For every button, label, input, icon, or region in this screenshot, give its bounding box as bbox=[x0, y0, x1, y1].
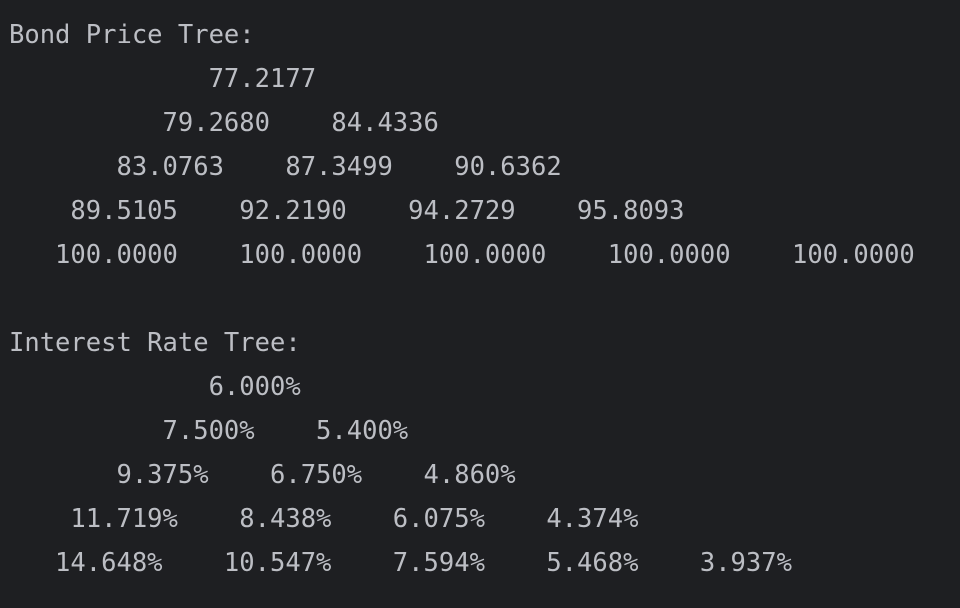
rate-tree-level-2: 9.375% 6.750% 4.860% bbox=[9, 460, 516, 490]
bond-tree-level-4: 100.0000 100.0000 100.0000 100.0000 100.… bbox=[9, 240, 915, 270]
bond-tree-level-3: 89.5105 92.2190 94.2729 95.8093 bbox=[9, 196, 685, 226]
bond-tree-level-2: 83.0763 87.3499 90.6362 bbox=[9, 152, 562, 182]
rate-tree-level-4: 14.648% 10.547% 7.594% 5.468% 3.937% bbox=[9, 548, 792, 578]
rate-tree-level-3: 11.719% 8.438% 6.075% 4.374% bbox=[9, 504, 639, 534]
rate-tree-heading: Interest Rate Tree: bbox=[9, 328, 301, 358]
bond-tree-level-1: 79.2680 84.4336 bbox=[9, 108, 439, 138]
bond-tree-heading: Bond Price Tree: bbox=[9, 20, 255, 50]
rate-tree-level-1: 7.500% 5.400% bbox=[9, 416, 409, 446]
rate-tree-level-0: 6.000% bbox=[9, 372, 301, 402]
bond-tree-level-0: 77.2177 bbox=[9, 64, 317, 94]
